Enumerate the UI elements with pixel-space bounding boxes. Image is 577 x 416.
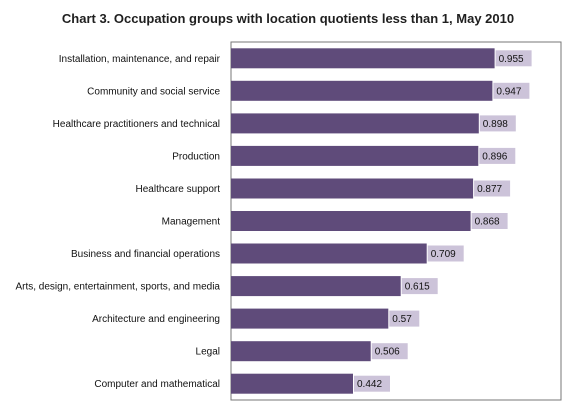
category-label: Legal — [196, 347, 220, 358]
value-label: 0.947 — [496, 86, 521, 97]
value-label-box — [479, 147, 516, 164]
value-label-box — [479, 115, 516, 132]
bar — [231, 341, 371, 362]
category-label: Business and financial operations — [71, 249, 220, 260]
value-label-box — [471, 213, 508, 229]
category-label: Community and social service — [87, 86, 220, 97]
value-label-box — [371, 343, 408, 360]
bar — [231, 178, 474, 199]
category-label: Arts, design, entertainment, sports, and… — [15, 282, 220, 293]
category-label: Architecture and engineering — [92, 314, 220, 325]
category-label: Installation, maintenance, and repair — [59, 54, 221, 65]
bar — [231, 373, 353, 394]
category-label: Healthcare support — [136, 184, 221, 195]
value-label-box — [354, 375, 390, 392]
bar — [231, 243, 427, 264]
chart-title: Chart 3. Occupation groups with location… — [62, 11, 514, 26]
bar-series — [231, 48, 495, 394]
value-label: 0.709 — [431, 249, 456, 260]
bar — [231, 80, 493, 101]
value-label-box — [474, 180, 511, 197]
value-label: 0.898 — [483, 119, 508, 130]
value-label: 0.615 — [405, 282, 430, 293]
category-label: Production — [172, 151, 220, 162]
bar — [231, 145, 479, 166]
value-label: 0.877 — [477, 184, 502, 195]
value-labels: 0.955 0.947 0.898 0.896 0.877 0.868 0.709 0.615… — [354, 50, 532, 392]
value-label: 0.896 — [482, 151, 507, 162]
value-label: 0.506 — [375, 347, 400, 358]
value-label: 0.868 — [475, 217, 500, 228]
value-label: 0.955 — [499, 54, 524, 65]
bar — [231, 113, 479, 134]
category-label: Computer and mathematical — [94, 379, 220, 390]
value-label: 0.57 — [392, 314, 412, 325]
value-label-box — [493, 82, 530, 99]
category-labels: Installation, maintenance, and repair Com… — [15, 54, 220, 390]
value-label-box — [401, 278, 438, 295]
value-label-box — [389, 310, 420, 327]
value-label-box — [427, 245, 464, 262]
value-label-box — [495, 50, 532, 67]
bar — [231, 211, 471, 231]
category-label: Management — [162, 217, 221, 228]
bar — [231, 308, 389, 329]
bar — [231, 276, 401, 297]
category-label: Healthcare practitioners and technical — [53, 119, 220, 130]
bar — [231, 48, 495, 69]
value-label: 0.442 — [357, 379, 382, 390]
